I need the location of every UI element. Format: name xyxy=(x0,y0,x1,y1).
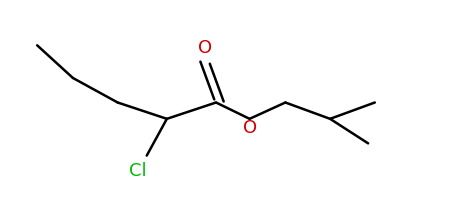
Text: O: O xyxy=(243,118,256,136)
Text: O: O xyxy=(198,39,212,57)
Text: Cl: Cl xyxy=(129,161,147,179)
